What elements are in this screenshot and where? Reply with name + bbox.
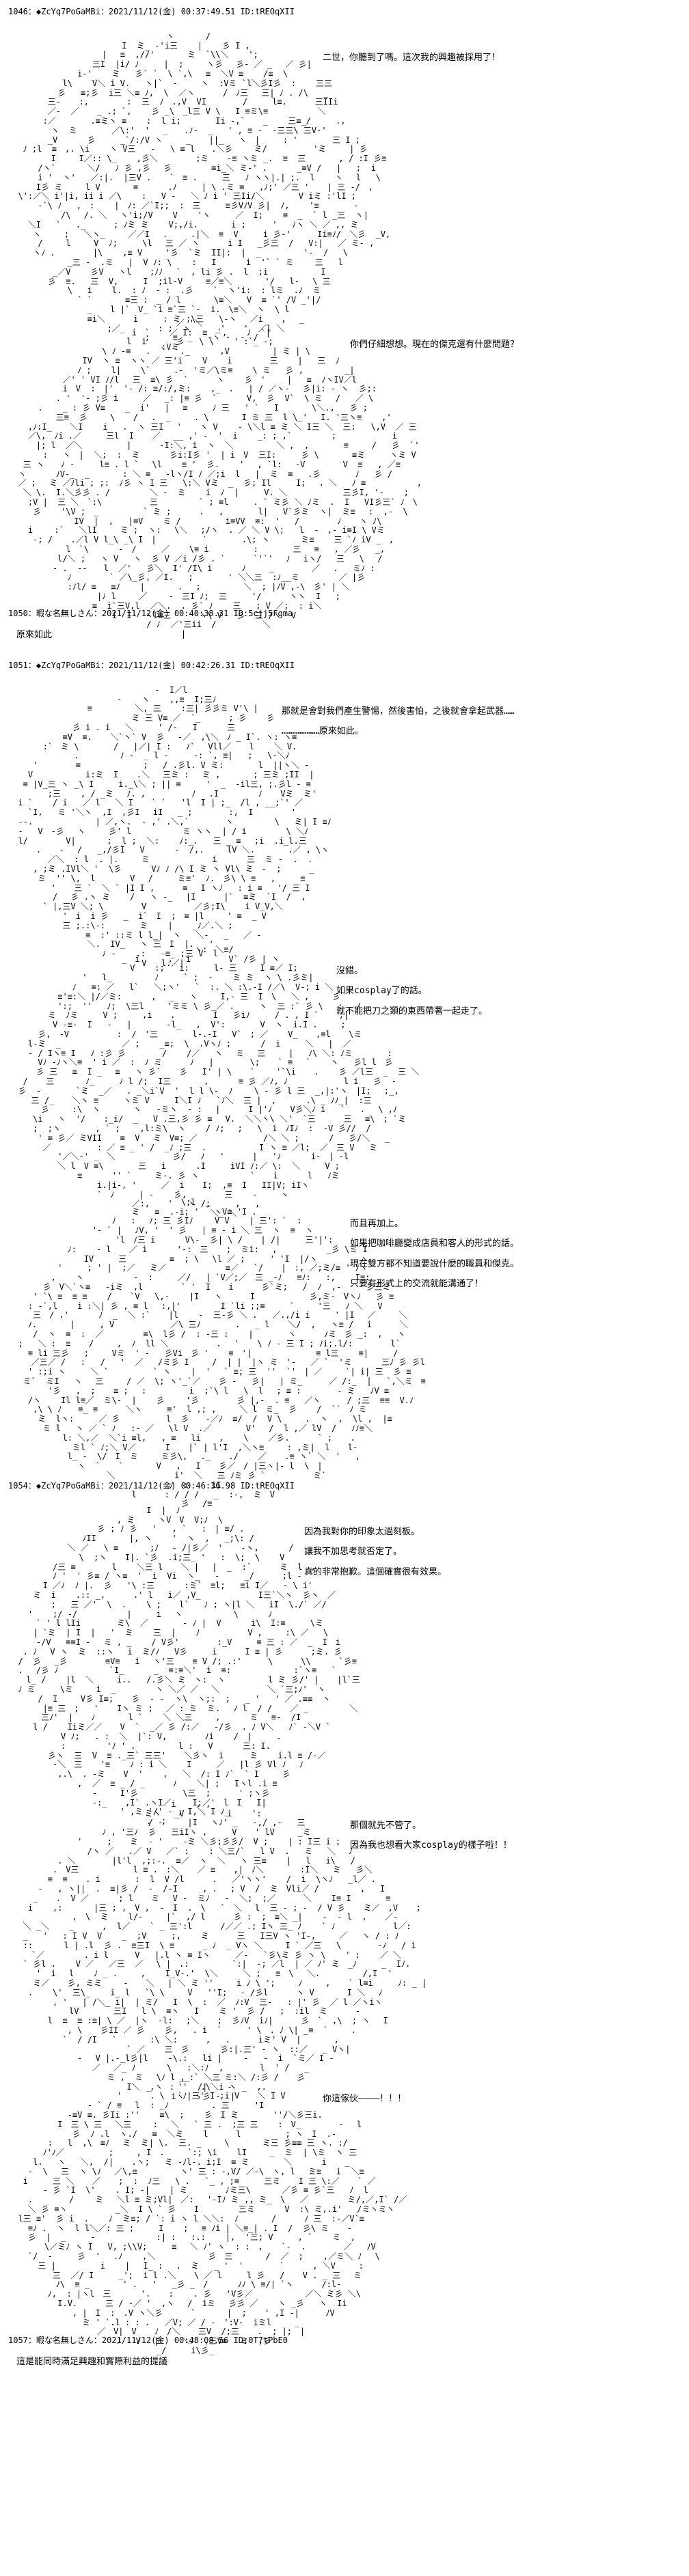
post-panel: _ ヽ: ＼≡/ _ i , i V` /彡 | ヽ V :; i: l- 三 … <box>8 936 681 1189</box>
post-panel: \;l _ ミ ≡ .-i; ' ヽV≡ 'I . ﾉ : ﾉ; 三 彡Iﾉ V… <box>8 1189 681 1469</box>
dialogue-line: 如果cosplay了的話。 <box>336 983 514 999</box>
dialogue-block: 你這傢伙————！！！ <box>295 2064 500 2111</box>
dialogue-line: 因為我也想看大家cosplay的樣子啦！！ <box>350 1838 528 1853</box>
dialogue-line: 只要有形式上的交流就能溝通了！ <box>350 1276 528 1292</box>
dialogue-block: 那個就先不管了。因為我也想看大家cosplay的樣子啦！！ <box>323 1790 528 1858</box>
ascii-art: \;l _ ミ ≡ .-i; ' ヽV≡ 'I . ﾉ : ﾉ; 三 彡Iﾉ V… <box>8 1189 323 1469</box>
dialogue-line: 那就是會對我們產生警惕，然後害怕，之後就會拿起武器…… <box>282 704 515 719</box>
post-header: 1051：◆ZcYq7PoGaMBi：2021/11/12(金) 00:42:2… <box>8 659 681 671</box>
dialogue-line: 因為我對你的印象太過刻板。 <box>295 1524 473 1540</box>
ascii-art: _ ヽ: ＼≡/ _ i , i V` /彡 | ヽ V :; i: l- 三 … <box>8 936 309 1189</box>
ascii-art: I | ﾉ , ミ ヽV V V;ﾉ \ 彡 ; ﾉ 彡 ' , ` : | ≡… <box>8 1497 268 1790</box>
dialogue-line: 沒錯。 <box>336 963 514 979</box>
ascii-art: i , , ミヽ _V i ': / - |I ヽﾉ' _ -,/ ,- 三 <box>8 1790 323 2064</box>
dialogue-line: 讓我不加思考就否定了。 <box>295 1544 473 1560</box>
dialogue-block: 你們仔細想想。現在的傑克還有什麼問題？ <box>323 309 528 357</box>
post-panel: i , , ミヽ _V i ': / - |I ヽﾉ' _ -,/ ,- 三 <box>8 1790 681 2064</box>
post-header: 1046：◆ZcYq7PoGaMBi：2021/11/12(金) 00:37:4… <box>8 5 681 17</box>
dialogue-line: 那個就先不管了。 <box>350 1818 528 1833</box>
ascii-art: - I／l - ヽ ,,≡ I;三ﾉ ≡ ＼, 三 :三| 彡彡ミ V'\ | … <box>8 676 254 936</box>
dialogue-block: 沒錯。如果cosplay了的話。就不能把刀之類的東西帶著一起走了。 <box>309 936 514 1023</box>
dialogue-block: 二世，你聽到了嗎。這次我的興趣被採用了！ <box>295 23 500 70</box>
dialogue-line: 如果把咖啡廳變成店員和客人的形式的話。 <box>350 1236 528 1251</box>
dialogue-line: 真的非常抱歉。這個確實很有效果。 <box>295 1564 473 1580</box>
dialogue-line: 就不能把刀之類的東西帶著一起走了。 <box>336 1003 514 1019</box>
dialogue-line: 你們仔細想想。現在的傑克還有什麼問題？ <box>350 337 528 352</box>
post-panel: ／ '＼ i ` ／ I: ≡ `, ﾉ `| l i 彡 \ \ ' :`_ … <box>8 309 681 596</box>
ascii-art: ヽ / I ミ_ -'i三 | 彡 I , | ≡ ,//' ミ `\\＼ ';… <box>8 23 295 309</box>
dialogue-line: 二世，你聽到了嗎。這次我的興趣被採用了！ <box>323 50 500 66</box>
dialogue-line: …………………原來如此。 <box>282 723 515 739</box>
post-panel: __:` ＼三 I _ : .\＼i ヽ _ . ' . \ `ﾉ|三' I ;… <box>8 2064 681 2323</box>
post: 1051：◆ZcYq7PoGaMBi：2021/11/12(金) 00:42:2… <box>0 654 689 1474</box>
ascii-art: ／ '＼ i ` ／ I: ≡ `, ﾉ `| l i 彡 \ \ ' :`_ … <box>8 309 323 596</box>
dialogue-line: 現在雙方都不知道要說什麼的職員和傑克。 <box>350 1256 528 1272</box>
post: 1054：◆ZcYq7PoGaMBi：2021/11/12(金) 00:46:3… <box>0 1474 689 2329</box>
post-panel: I | ﾉ , ミ ヽV V V;ﾉ \ 彡 ; ﾉ 彡 ' , ` : | ≡… <box>8 1497 681 1790</box>
dialogue-block: 而且再加上。如果把咖啡廳變成店員和客人的形式的話。現在雙方都不知道要說什麼的職員… <box>323 1189 528 1297</box>
post: 1046：◆ZcYq7PoGaMBi：2021/11/12(金) 00:37:4… <box>0 0 689 602</box>
post-panel: - I／l - ヽ ,,≡ I;三ﾉ ≡ ＼, 三 :三| 彡彡ミ V'\ | … <box>8 676 681 936</box>
ascii-art: __:` ＼三 I _ : .\＼i ヽ _ . ' . \ `ﾉ|三' I ;… <box>8 2064 295 2323</box>
dialogue-block: 因為我對你的印象太過刻板。 讓我不加思考就否定了。 真的非常抱歉。這個確實很有效… <box>268 1497 473 1584</box>
post-panel: ヽ / I ミ_ -'i三 | 彡 I , | ≡ ,//' ミ `\\＼ ';… <box>8 23 681 309</box>
dialogue-block: 那就是會對我們產生警惕，然後害怕，之後就會拿起武器…… …………………原來如此。 <box>254 676 515 744</box>
dialogue-line: 而且再加上。 <box>350 1216 528 1232</box>
dialogue-line: 你這傢伙————！！！ <box>323 2091 500 2107</box>
